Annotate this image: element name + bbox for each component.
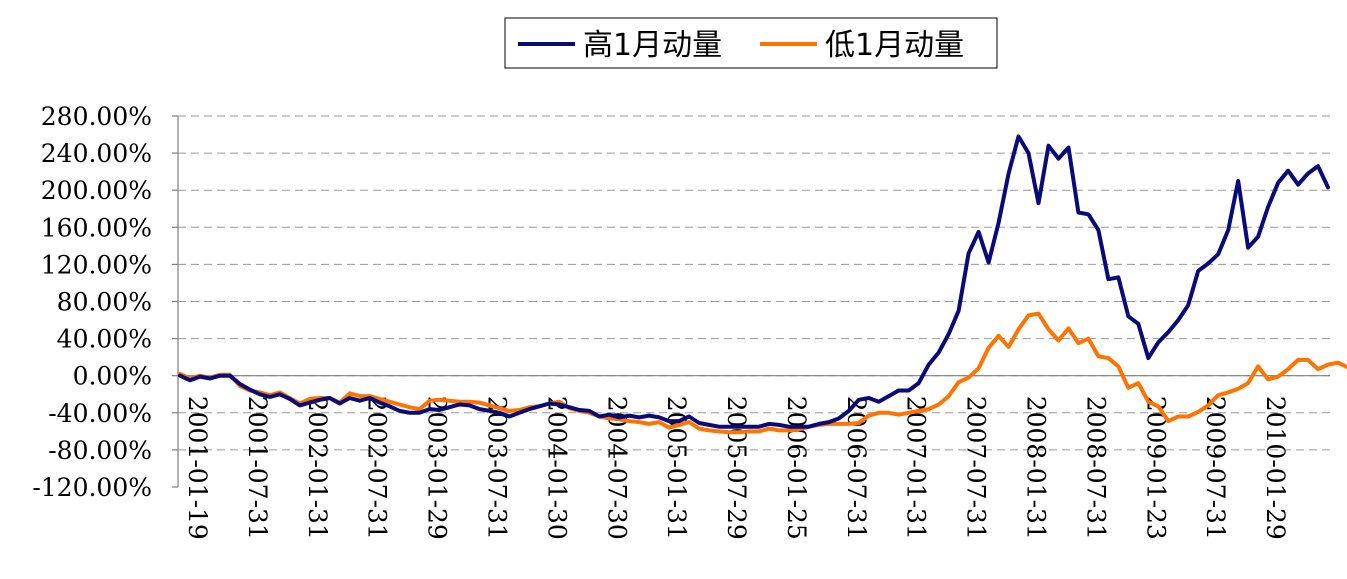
legend-box	[504, 17, 998, 69]
x-tick-label: 2008-01-31	[1022, 396, 1051, 540]
x-axis-tick-labels: 2001-01-19 2001-07-31 2002-01-31 2002-07-31…	[183, 396, 1290, 540]
x-tick-label: 2001-01-19	[183, 396, 212, 540]
y-tick-label: -80.00%	[48, 436, 152, 465]
x-tick-label: 2009-07-31	[1201, 396, 1230, 540]
y-tick-label: -120.00%	[32, 473, 152, 502]
y-tick-label: 0.00%	[73, 362, 152, 391]
series-line-high-momentum	[178, 134, 1330, 429]
x-tick-label: 2010-01-29	[1261, 396, 1290, 540]
x-tick-label: 2003-07-31	[482, 396, 511, 540]
y-tick-label: 200.00%	[41, 176, 152, 205]
y-tick-label: 280.00%	[41, 102, 152, 131]
y-tick-label: 120.00%	[41, 250, 152, 279]
x-tick-label: 2007-01-31	[902, 396, 931, 540]
x-tick-label: 2004-01-30	[542, 396, 571, 540]
x-tick-label: 2001-07-31	[243, 396, 272, 540]
y-tick-label: 80.00%	[57, 288, 152, 317]
y-tick-label: -40.00%	[48, 399, 152, 428]
axes	[172, 115, 1330, 488]
y-tick-label: 240.00%	[41, 139, 152, 168]
y-axis-tick-labels: 280.00% 240.00% 200.00% 160.00% 120.00% 80.00…	[32, 102, 152, 502]
series-line-low-momentum	[178, 311, 1347, 435]
legend-label-high: 高1月动量	[583, 28, 722, 63]
x-tick-label: 2002-07-31	[363, 396, 392, 540]
x-tick-label: 2007-07-31	[962, 396, 991, 540]
x-tick-label: 2002-01-31	[303, 396, 332, 540]
x-tick-label: 2008-07-31	[1081, 396, 1110, 540]
legend: 高1月动量 低1月动量	[504, 17, 998, 69]
series-lines	[178, 134, 1347, 435]
x-tick-label: 2003-01-29	[423, 396, 452, 540]
legend-label-low: 低1月动量	[825, 28, 964, 63]
y-tick-label: 40.00%	[57, 325, 152, 354]
x-tick-label: 2006-01-25	[782, 396, 811, 540]
x-tick-label: 2005-07-29	[722, 396, 751, 540]
y-tick-label: 160.00%	[41, 213, 152, 242]
